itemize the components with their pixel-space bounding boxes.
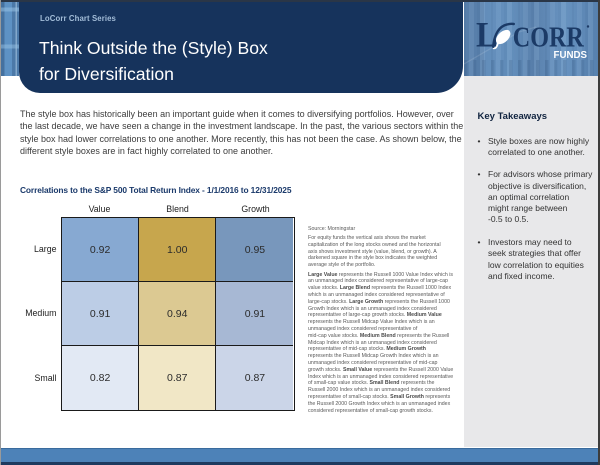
svg-text:CORR: CORR bbox=[512, 22, 583, 53]
svg-text:FUNDS: FUNDS bbox=[553, 49, 587, 61]
